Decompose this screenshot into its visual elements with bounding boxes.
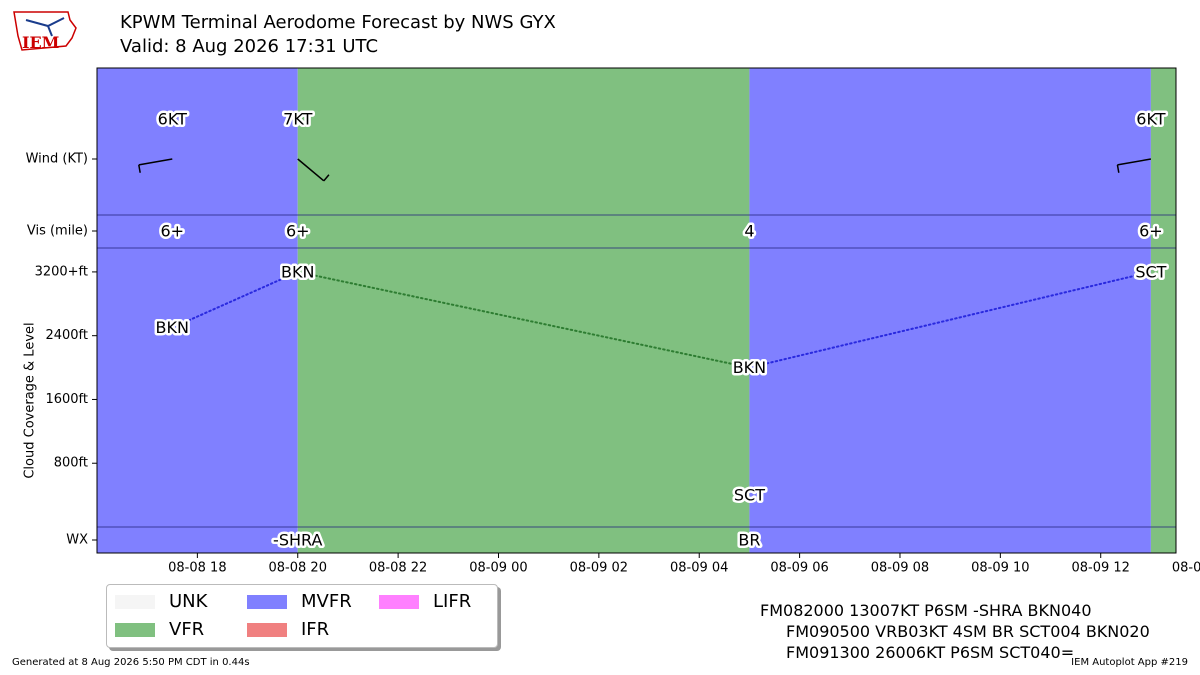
xtick-label-6: 08-09 06 <box>770 561 828 576</box>
xtick-label-3: 08-09 00 <box>469 561 527 576</box>
cloud-label-3-0: SCT <box>1135 262 1166 281</box>
legend-swatch-lifr <box>379 594 419 609</box>
logo-text: IEM <box>22 33 59 52</box>
vis-label-3: 6+ <box>1139 222 1163 241</box>
ytick-cloud-1-label: 1600ft <box>45 392 88 407</box>
wx-label-2: BR <box>738 531 760 550</box>
wind-barb-3 <box>1117 158 1152 166</box>
chart-subtitle: Valid: 8 Aug 2026 17:31 UTC <box>120 36 379 57</box>
legend-swatch-vfr <box>115 622 155 637</box>
wind-barb-1 <box>297 158 325 182</box>
legend-label-lifr: LIFR <box>433 591 472 612</box>
taf-text: FM082000 13007KT P6SM -SHRA BKN040 FM0905… <box>760 600 1150 663</box>
xtick-label-7: 08-09 08 <box>871 561 929 576</box>
vis-label-2: 4 <box>744 222 754 241</box>
cloud-trend-line-0 <box>171 270 299 329</box>
xtick-label-8: 08-09 10 <box>971 561 1029 576</box>
legend-item-ifr: IFR <box>247 619 329 640</box>
cloud-trend-line-1 <box>296 270 751 369</box>
wind-barb-flag-3 <box>1116 164 1120 173</box>
legend-item-lifr: LIFR <box>379 591 471 612</box>
y-axis-title: Cloud Coverage & Level <box>23 322 38 478</box>
wind-speed-label-0: 6KT <box>158 110 187 129</box>
wind-speed-label-1: 7KT <box>283 110 312 129</box>
legend-item-mvfr: MVFR <box>247 591 352 612</box>
period-band-0 <box>97 68 298 553</box>
iem-logo: IEM <box>13 11 77 52</box>
cloud-label-1-0: BKN <box>281 262 314 281</box>
chart-title: KPWM Terminal Aerodome Forecast by NWS G… <box>120 12 556 33</box>
ytick-cloud-0-label: 800ft <box>54 456 88 471</box>
plot-frame <box>96 67 1177 554</box>
xtick-label-1: 08-08 20 <box>269 561 327 576</box>
xtick-label-0: 08-08 18 <box>168 561 226 576</box>
app-footer: IEM Autoplot App #219 <box>1071 657 1188 668</box>
period-band-2 <box>749 68 1151 553</box>
period-band-3 <box>1150 68 1176 553</box>
generated-footer: Generated at 8 Aug 2026 5:50 PM CDT in 0… <box>12 657 250 668</box>
xtick-label-9: 08-09 12 <box>1071 561 1129 576</box>
vis-label-0: 6+ <box>160 222 184 241</box>
legend-swatch-ifr <box>247 622 287 637</box>
legend-label-vfr: VFR <box>169 619 205 640</box>
ytick-wx-label: WX <box>66 533 88 548</box>
legend-item-unk: UNK <box>115 591 207 612</box>
xtick-label-2: 08-08 22 <box>369 561 427 576</box>
legend-label-mvfr: MVFR <box>301 591 352 612</box>
wind-barb-0 <box>138 158 173 166</box>
period-band-1 <box>297 68 750 553</box>
wind-barb-flag-1 <box>323 174 330 182</box>
wind-barb-flag-0 <box>138 164 141 173</box>
ytick-cloud-2-label: 2400ft <box>45 328 88 343</box>
cloud-label-2-0: SCT <box>734 486 765 505</box>
cloud-trend-line-2 <box>748 270 1152 369</box>
taf-line-2: FM090500 VRB03KT 4SM BR SCT004 BKN020 <box>786 622 1150 641</box>
xtick-label-5: 08-09 04 <box>670 561 728 576</box>
ytick-cloud-3-label: 3200+ft <box>35 264 88 279</box>
legend-label-unk: UNK <box>169 591 208 612</box>
legend-swatch-unk <box>115 594 155 609</box>
wind-speed-label-3: 6KT <box>1136 110 1165 129</box>
taf-line-3: FM091300 26006KT P6SM SCT040= <box>786 643 1075 662</box>
xtick-label-4: 08-09 02 <box>570 561 628 576</box>
cloud-label-0-0: BKN <box>156 318 189 337</box>
ytick-wind-label: Wind (KT) <box>26 152 88 167</box>
legend-swatch-mvfr <box>247 594 287 609</box>
taf-line-1: FM082000 13007KT P6SM -SHRA BKN040 <box>760 601 1092 620</box>
ytick-vis-label: Vis (mile) <box>27 224 88 239</box>
cloud-label-2-1: BKN <box>733 358 766 377</box>
wx-label-1: -SHRA <box>273 531 322 550</box>
legend-item-vfr: VFR <box>115 619 204 640</box>
vis-label-1: 6+ <box>286 222 310 241</box>
xtick-label-10: 08-09 14 <box>1172 561 1200 576</box>
legend: UNK VFR MVFR IFR LIFR <box>106 584 498 648</box>
legend-label-ifr: IFR <box>301 619 330 640</box>
